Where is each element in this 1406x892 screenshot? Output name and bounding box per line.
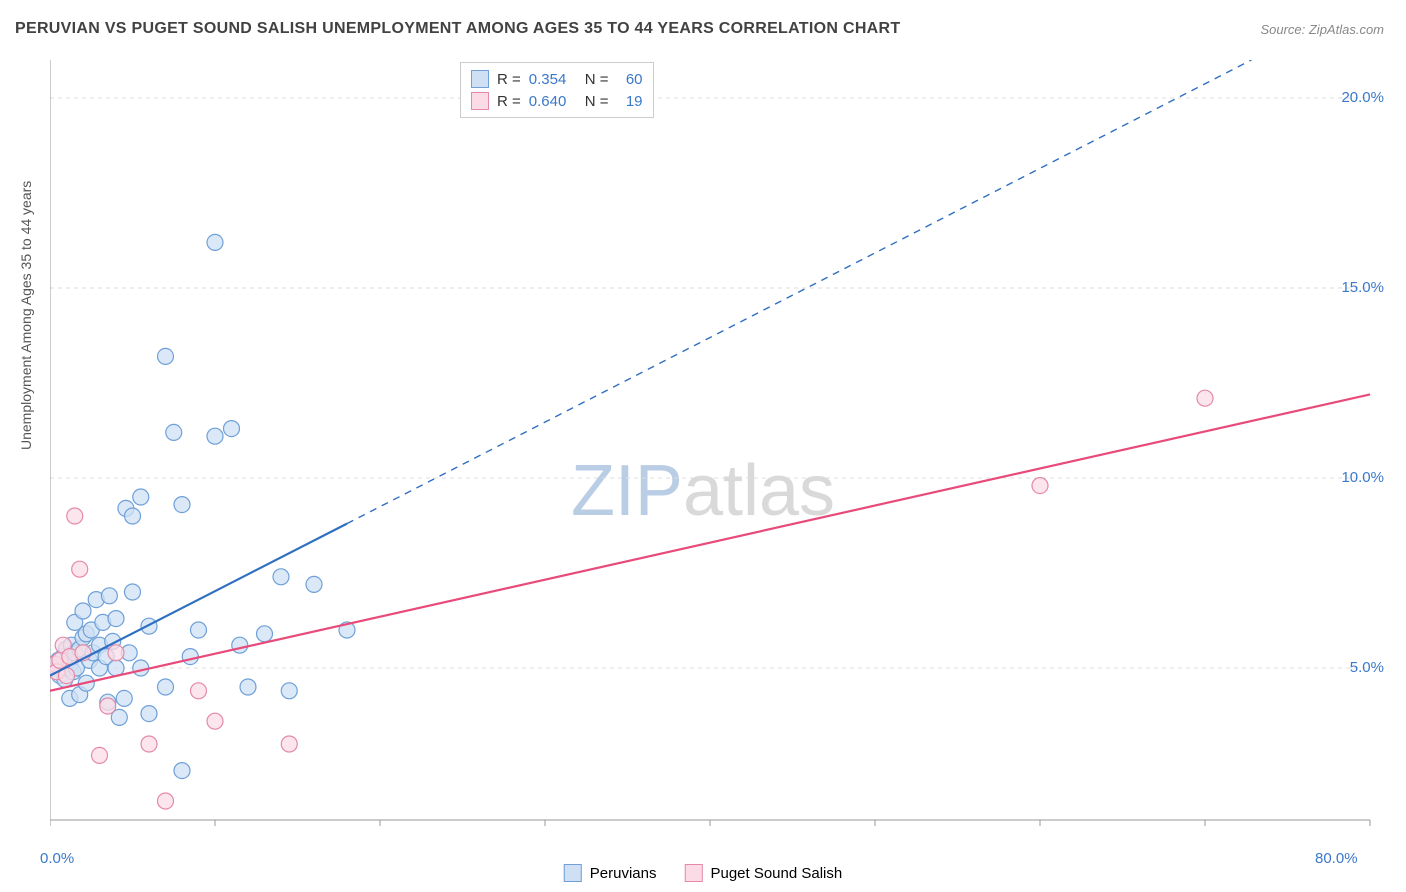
- y-axis-label: Unemployment Among Ages 35 to 44 years: [18, 181, 34, 450]
- series-legend-item: Puget Sound Salish: [684, 864, 842, 882]
- x-tick-label: 80.0%: [1315, 850, 1358, 867]
- series-legend-item: Peruvians: [564, 864, 657, 882]
- series-legend-label: Puget Sound Salish: [710, 865, 842, 882]
- legend-r-label: R =: [497, 93, 521, 110]
- legend-n-value: 19: [617, 93, 643, 110]
- y-tick-label: 5.0%: [1350, 659, 1384, 676]
- correlation-chart: PERUVIAN VS PUGET SOUND SALISH UNEMPLOYM…: [0, 0, 1406, 892]
- legend-r-value: 0.354: [529, 71, 577, 88]
- y-tick-label: 20.0%: [1341, 89, 1384, 106]
- legend-n-value: 60: [617, 71, 643, 88]
- legend-swatch: [564, 864, 582, 882]
- series-legend-label: Peruvians: [590, 865, 657, 882]
- x-tick-label: 0.0%: [40, 850, 74, 867]
- legend-row: R = 0.640 N = 19: [471, 90, 643, 112]
- legend-swatch: [684, 864, 702, 882]
- legend-swatch: [471, 92, 489, 110]
- legend-r-label: R =: [497, 71, 521, 88]
- y-tick-label: 15.0%: [1341, 279, 1384, 296]
- correlation-legend: R = 0.354 N = 60 R = 0.640 N = 19: [460, 62, 654, 118]
- legend-r-value: 0.640: [529, 93, 577, 110]
- y-tick-label: 10.0%: [1341, 469, 1384, 486]
- series-legend: Peruvians Puget Sound Salish: [564, 864, 842, 882]
- legend-n-label: N =: [585, 93, 609, 110]
- legend-row: R = 0.354 N = 60: [471, 68, 643, 90]
- plot-area: [50, 60, 1380, 835]
- legend-swatch: [471, 70, 489, 88]
- source-attribution: Source: ZipAtlas.com: [1260, 22, 1384, 37]
- chart-title: PERUVIAN VS PUGET SOUND SALISH UNEMPLOYM…: [15, 20, 900, 38]
- legend-n-label: N =: [585, 71, 609, 88]
